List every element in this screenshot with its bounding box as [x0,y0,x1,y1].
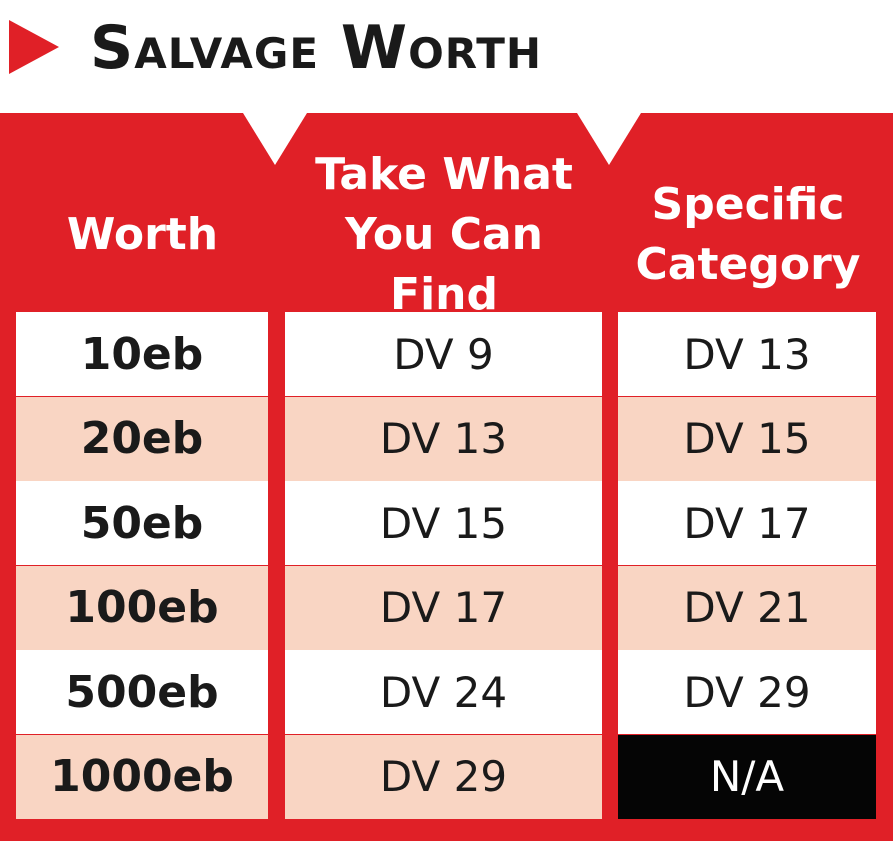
column-header-take-what-you-can-find: Take What You Can Find [315,149,573,320]
column-header-specific-category: Specific Category [635,179,861,290]
cell-worth: 10eb [16,312,268,396]
cell-specific-category: DV 21 [618,565,876,650]
cell-specific-category: DV 15 [618,396,876,481]
cell-specific-category: N/A [618,734,876,819]
cell-worth: 500eb [16,650,268,734]
header-notch-right [577,113,641,165]
cell-take-what-you-can-find: DV 9 [285,312,602,396]
cell-take-what-you-can-find: DV 29 [285,734,602,819]
cell-worth: 20eb [16,396,268,481]
cell-take-what-you-can-find: DV 17 [285,565,602,650]
cell-take-what-you-can-find: DV 13 [285,396,602,481]
header-notch-left [243,113,307,165]
page-title: Salvage Worth [90,13,543,83]
cell-specific-category: DV 17 [618,481,876,565]
cell-worth: 50eb [16,481,268,565]
cell-take-what-you-can-find: DV 15 [285,481,602,565]
cell-worth: 1000eb [16,734,268,819]
cell-take-what-you-can-find: DV 24 [285,650,602,734]
column-header-worth: Worth [66,209,219,260]
cell-specific-category: DV 13 [618,312,876,396]
cell-worth: 100eb [16,565,268,650]
title-arrow-icon [9,20,59,74]
cell-specific-category: DV 29 [618,650,876,734]
